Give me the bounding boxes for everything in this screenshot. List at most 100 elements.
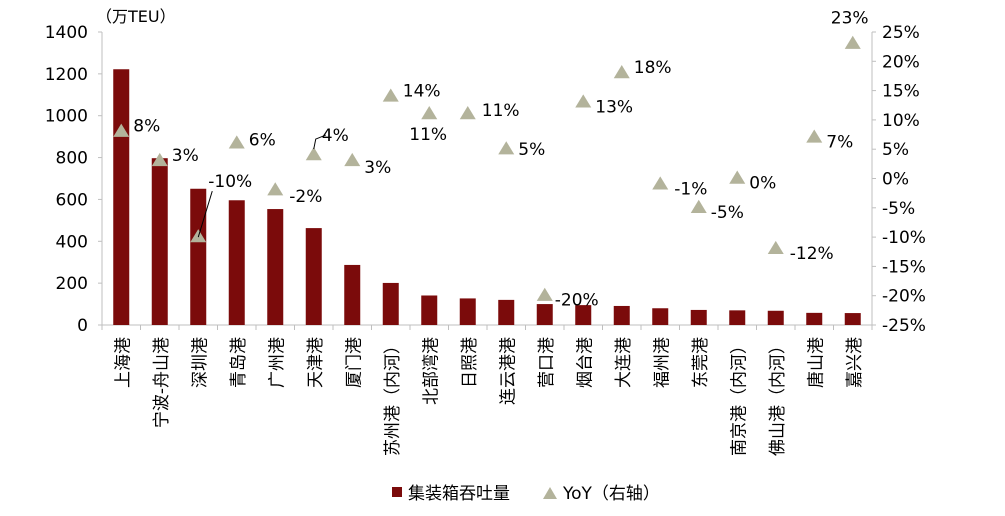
- left-tick-label: 1200: [45, 65, 88, 85]
- yoy-data-label: -5%: [711, 203, 744, 223]
- yoy-data-label: 18%: [634, 58, 672, 78]
- right-tick-label: -20%: [882, 287, 926, 307]
- bar-throughput: [536, 304, 553, 325]
- legend-bar-label: 集装箱吞吐量: [408, 484, 510, 504]
- bar-throughput: [806, 312, 823, 325]
- right-tick-label: 5%: [882, 140, 909, 160]
- right-tick-label: 25%: [882, 23, 920, 43]
- x-category-label: 营口港: [537, 337, 557, 388]
- yoy-data-label: -10%: [208, 172, 252, 192]
- label-leader-line: [197, 190, 213, 238]
- x-category-label: 连云港港: [498, 337, 518, 405]
- left-tick-label: 1000: [45, 107, 88, 127]
- left-tick-label: 0: [77, 316, 88, 336]
- yoy-data-label: 4%: [322, 126, 349, 146]
- bar-throughput: [190, 188, 207, 325]
- bars-layer: [113, 69, 861, 325]
- yoy-data-label: 3%: [172, 146, 199, 166]
- yoy-marker: [344, 152, 361, 167]
- yoy-marker: [459, 106, 476, 120]
- yoy-marker: [844, 35, 861, 49]
- yoy-marker: [536, 287, 553, 301]
- bar-throughput: [305, 228, 322, 325]
- x-category-label: 上海港: [113, 337, 133, 388]
- yoy-data-label: 7%: [826, 132, 853, 152]
- x-category-label: 深圳港: [190, 337, 210, 388]
- yoy-data-label: 3%: [364, 158, 391, 178]
- x-category-label: 烟台港: [575, 337, 595, 388]
- left-tick-label: 600: [56, 190, 88, 210]
- right-tick-label: 10%: [882, 111, 920, 131]
- right-tick-label: 20%: [882, 52, 920, 72]
- bar-throughput: [575, 305, 592, 325]
- bar-throughput: [498, 299, 515, 325]
- yoy-data-label: -2%: [289, 187, 322, 207]
- yoy-marker: [613, 65, 630, 79]
- yoy-data-label: 5%: [518, 140, 545, 160]
- yoy-marker: [382, 88, 399, 102]
- left-tick-label: 400: [56, 232, 88, 252]
- bar-throughput: [729, 310, 746, 325]
- yoy-marker: [305, 147, 322, 161]
- left-tick-label: 200: [56, 274, 88, 294]
- yoy-marker: [228, 135, 245, 149]
- x-category-label: 苏州港（内河）: [383, 337, 403, 456]
- x-category-label: 厦门港: [344, 337, 364, 388]
- x-category-label: 福州港: [652, 337, 672, 388]
- bar-throughput: [421, 295, 438, 325]
- x-category-label: 广州港: [267, 337, 287, 388]
- yoy-data-label: 6%: [249, 130, 276, 150]
- x-category-label: 日照港: [460, 337, 480, 388]
- legend: 集装箱吞吐量 YoY（右轴）: [392, 484, 660, 504]
- yoy-data-label: -1%: [674, 179, 707, 199]
- yoy-marker: [690, 199, 707, 213]
- x-category-label: 佛山港（内河）: [768, 337, 788, 456]
- left-axis-unit-label: （万TEU）: [96, 7, 176, 26]
- x-category-label: 大连港: [614, 337, 634, 388]
- x-category-label: 南京港（内河）: [729, 337, 749, 456]
- label-leader-line: [313, 134, 326, 150]
- x-category-label: 唐山港: [805, 337, 826, 388]
- right-tick-label: -15%: [882, 257, 926, 277]
- yoy-marker: [151, 152, 168, 167]
- yoy-marker: [113, 123, 130, 137]
- legend-marker-label: YoY（右轴）: [562, 484, 660, 504]
- bar-throughput: [382, 282, 399, 325]
- yoy-marker: [421, 106, 438, 120]
- yoy-marker: [767, 240, 784, 255]
- x-category-label: 青岛港: [229, 337, 249, 388]
- bar-throughput: [690, 309, 707, 325]
- left-tick-label: 800: [56, 149, 88, 169]
- yoy-data-label: -12%: [790, 244, 834, 264]
- legend-bar-swatch: [392, 487, 402, 497]
- yoy-marker: [267, 182, 284, 196]
- bar-throughput: [652, 308, 669, 325]
- x-category-label: 北部湾港: [421, 337, 441, 405]
- category-labels-layer: 上海港 宁波-舟山港 深圳港 青岛港 广州港 天津港 厦门港 苏州港（内河） 北部湾港 日照港 连云…: [113, 337, 865, 456]
- bar-throughput: [228, 200, 245, 325]
- bar-throughput: [767, 310, 784, 325]
- yoy-marker: [575, 94, 592, 108]
- yoy-marker: [498, 141, 515, 155]
- legend-marker-swatch: [543, 487, 557, 499]
- x-category-label: 天津港: [306, 337, 326, 388]
- yoy-marker: [806, 129, 823, 143]
- right-tick-label: -5%: [882, 199, 915, 219]
- x-category-label: 东莞港: [691, 337, 711, 388]
- bar-throughput: [113, 69, 130, 325]
- left-tick-label: 1400: [45, 23, 88, 43]
- right-tick-label: -10%: [882, 228, 926, 248]
- axes-layer: 0 200 400 600 800 1000 1200 1400 （万TEU） -25% -20% -…: [45, 7, 926, 336]
- yoy-data-label: 23%: [831, 9, 869, 29]
- yoy-data-label: 8%: [133, 117, 160, 137]
- yoy-labels-layer: 8% 3% -10% 6% -2% 4% 3% 14% 11% 11% 5% -20% 13%18% -1…: [133, 9, 868, 311]
- x-category-label: 嘉兴港: [845, 337, 865, 388]
- x-category-label: 宁波-舟山港: [152, 337, 172, 428]
- yoy-data-label: -20%: [555, 291, 599, 311]
- yoy-data-label: 14%: [403, 81, 441, 101]
- yoy-marker: [729, 170, 746, 184]
- right-tick-label: -25%: [882, 316, 926, 336]
- bar-throughput: [344, 264, 361, 325]
